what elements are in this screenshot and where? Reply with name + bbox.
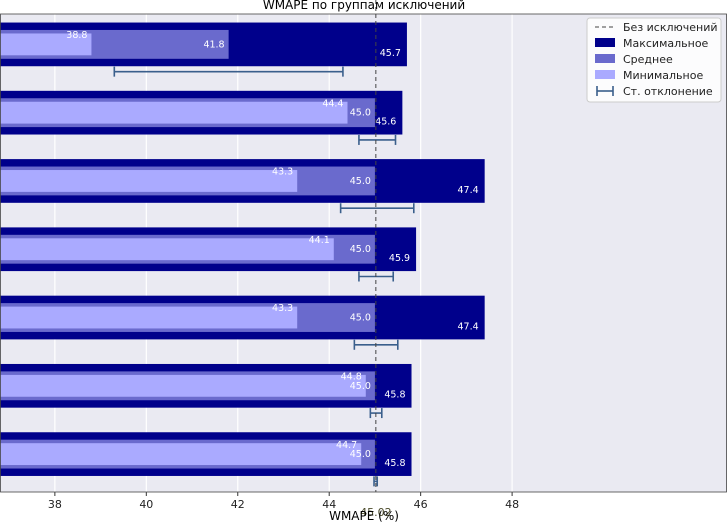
value-label-min: 43.3 — [272, 303, 293, 314]
legend-swatch-min — [595, 70, 615, 79]
value-label-max: 45.6 — [375, 116, 396, 127]
legend-swatch-mean — [595, 54, 615, 63]
value-label-min: 44.4 — [322, 98, 343, 109]
value-label-mean: 45.0 — [350, 108, 371, 119]
value-label-mean: 45.0 — [350, 313, 371, 324]
bar-min — [0, 101, 348, 124]
value-label-mean: 41.8 — [203, 39, 224, 50]
value-label-max: 47.4 — [458, 185, 479, 196]
value-label-max: 45.7 — [380, 48, 401, 59]
value-label-max: 47.4 — [458, 321, 479, 332]
value-label-max: 45.8 — [384, 458, 405, 469]
value-label-min: 44.7 — [336, 440, 357, 451]
legend-label-error: Ст. отклонение — [623, 85, 713, 98]
reference-line-label: 45.02 — [360, 506, 392, 519]
x-tick-label: 38 — [48, 498, 62, 511]
value-label-min: 43.3 — [272, 167, 293, 178]
x-tick-label: 44 — [322, 498, 336, 511]
value-label-mean: 45.0 — [350, 244, 371, 255]
bar-min — [0, 306, 298, 329]
chart-title: WMAPE по группам исключений — [263, 0, 465, 12]
value-label-mean: 45.0 — [350, 449, 371, 460]
x-axis-label: WMAPE (%) — [329, 509, 399, 523]
bar-min — [0, 443, 362, 466]
legend-label-max: Максимальное — [623, 37, 709, 50]
legend-swatch-max — [595, 38, 615, 47]
value-label-min: 44.1 — [309, 235, 330, 246]
x-tick-label: 48 — [505, 498, 519, 511]
legend-box — [586, 17, 722, 103]
bar-min — [0, 33, 92, 56]
bar-min — [0, 238, 334, 261]
value-label-min: 44.8 — [341, 371, 362, 382]
x-tick-label: 46 — [414, 498, 428, 511]
legend-label-mean: Среднее — [623, 53, 673, 66]
x-tick-label: 40 — [139, 498, 153, 511]
value-label-max: 45.9 — [389, 253, 410, 264]
value-label-mean: 45.0 — [350, 176, 371, 187]
legend-label-reference: Без исключений — [623, 21, 718, 34]
value-label-min: 38.8 — [66, 30, 87, 41]
value-label-mean: 45.0 — [350, 381, 371, 392]
bar-min — [0, 170, 298, 192]
value-label-max: 45.8 — [384, 390, 405, 401]
bar-min — [0, 374, 366, 397]
legend-label-min: Минимальное — [623, 69, 703, 82]
x-tick-label: 42 — [231, 498, 245, 511]
